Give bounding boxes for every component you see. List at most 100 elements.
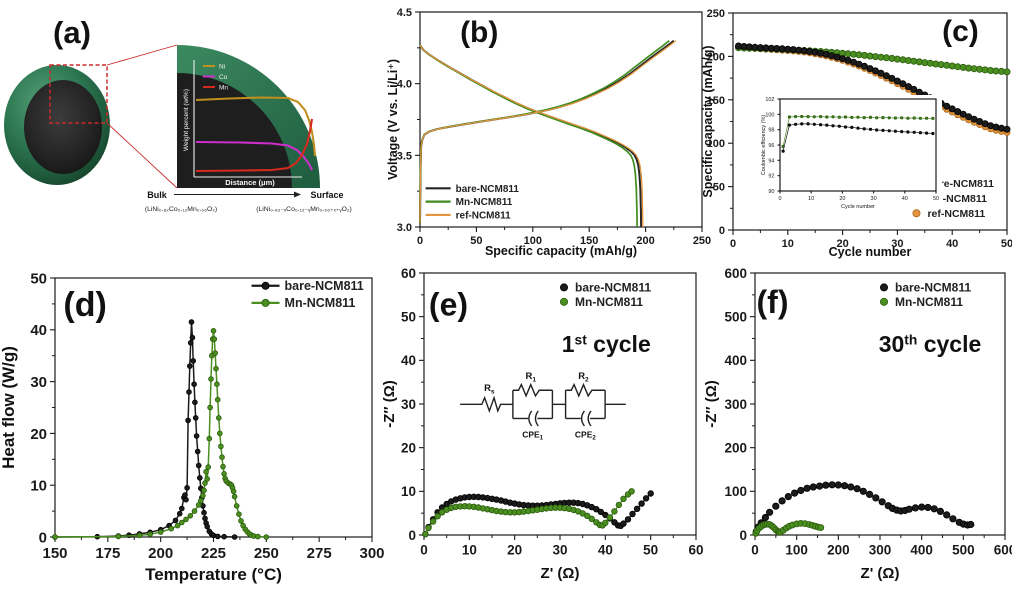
series-bare-NCM811 [734,42,1011,133]
circuit-r2-label: R2 [578,370,589,383]
svg-text:20: 20 [30,426,47,443]
panel-e-eis-first-cycle-chart: Rs R1 R2 CPE1 CPE2 0 10 20 30 40 50 60 0 10 20 30 4… [381,258,710,592]
svg-text:200: 200 [827,543,850,558]
circuit-r1-label: R1 [526,370,537,383]
panel-label-e: (e) [429,287,468,323]
svg-text:20: 20 [836,238,848,250]
series-Mn-NCM811 [422,488,635,538]
svg-text:60: 60 [401,266,416,281]
coulombic-efficiency-inset: 0 10 20 30 40 50 90 92 94 96 98 100 102 Cycle number C… [760,95,942,210]
chart-canvas-b: 0 50 100 150 200 250 3.0 3.5 4.0 4.5 Specific capa… [386,7,711,258]
xlabel-b: Specific capacity (mAh/g) [485,244,637,258]
bulk-formula: (LiNi₀.₈₂Co₀.₁₂Mn₀.₀₆O₂) [145,206,217,213]
panel-b-voltage-profile-chart: 0 50 100 150 200 250 3.0 3.5 4.0 4.5 Specific capa… [386,0,711,258]
svg-text:500: 500 [952,543,975,558]
svg-text:40: 40 [30,322,47,339]
svg-text:275: 275 [307,545,332,562]
circuit-rs-label: Rs [484,382,495,395]
svg-text:0: 0 [730,238,736,250]
svg-text:50: 50 [401,310,416,325]
svg-text:ref-NCM811: ref-NCM811 [456,210,511,221]
axes-c_inset: 0 10 20 30 40 50 90 92 94 96 98 100 102 [765,97,939,202]
chart-canvas-c_inset: 0 10 20 30 40 50 90 92 94 96 98 100 102 Cycle number C… [761,97,939,210]
svg-text:96: 96 [768,143,774,149]
circuit-wires [460,382,626,427]
svg-text:4.5: 4.5 [397,7,412,19]
svg-text:10: 10 [808,196,814,202]
svg-text:4.0: 4.0 [397,79,412,91]
svg-text:100: 100 [765,112,774,118]
svg-text:150: 150 [42,545,67,562]
svg-text:bare-NCM811: bare-NCM811 [285,279,364,293]
annotation-e-0: 1st cycle [562,331,651,357]
svg-text:200: 200 [636,235,654,247]
svg-text:600: 600 [724,266,747,281]
panel-label-b: (b) [460,16,498,49]
axes-e: 0 10 20 30 40 50 60 0 10 20 30 40 50 60 [401,266,704,558]
legend-d: bare-NCM811 Mn-NCM811 [251,279,364,310]
xlabel-c: Cycle number [829,245,912,259]
particle-core [24,80,102,174]
svg-text:100: 100 [707,138,725,150]
svg-text:30: 30 [401,397,416,412]
svg-text:50: 50 [30,270,47,287]
inset-ylabel: Weight percent (wt%) [183,89,190,151]
ni-profile-line [195,96,317,157]
svg-text:bare-NCM811: bare-NCM811 [895,281,971,295]
svg-text:Mn-NCM811: Mn-NCM811 [895,295,963,309]
series-unnamed [781,114,935,149]
legend-b: bare-NCM811 Mn-NCM811 ref-NCM811 [425,184,520,221]
svg-text:200: 200 [707,51,725,63]
series-bare-NCM811 [752,481,975,536]
panel-c-cycling-stability-chart: 0 10 20 30 40 50 90 92 94 96 98 100 102 Cycle number C… [701,0,1012,259]
svg-text:50: 50 [713,182,725,194]
svg-text:600: 600 [994,543,1012,558]
svg-text:92: 92 [768,174,774,180]
svg-text:10: 10 [462,543,477,558]
ylabel-e: -Z″ (Ω) [381,380,398,428]
chart-canvas-f: 0 100 200 300 400 500 600 0 100 200 300 400 500 600 Z'… [703,266,1012,582]
svg-text:40: 40 [946,238,958,250]
svg-text:bare-NCM811: bare-NCM811 [456,184,520,195]
svg-text:0: 0 [719,225,725,237]
panel-a-schematic: (a) Ni Co Mn Weight percent (wt%) Dis [0,0,395,258]
ylabel-c: Specific capacity (mAh/g) [701,45,715,197]
svg-text:150: 150 [580,235,598,247]
svg-text:3.5: 3.5 [397,150,412,162]
svg-text:250: 250 [254,545,279,562]
ylabel-c_inset: Coulombic efficiency (%) [761,115,767,176]
svg-text:60: 60 [688,543,703,558]
series-Mn-NCM811 [752,519,825,537]
series-Mn-NCM811 [52,328,270,540]
svg-text:200: 200 [148,545,173,562]
mn-legend-label: Mn [219,85,228,92]
svg-text:50: 50 [1001,238,1012,250]
axes-f: 0 100 200 300 400 500 600 0 100 200 300 400 500 600 [724,266,1012,558]
panel-label-f: (f) [757,284,789,320]
svg-text:ref-NCM811: ref-NCM811 [927,208,985,220]
svg-text:3.0: 3.0 [397,222,412,234]
svg-text:90: 90 [768,189,774,195]
svg-text:0: 0 [420,543,428,558]
svg-text:10: 10 [782,238,794,250]
ylabel-b: Voltage (V vs. Li/Li⁺) [386,59,400,180]
svg-text:0: 0 [408,528,416,543]
svg-text:0: 0 [417,235,423,247]
svg-text:175: 175 [95,545,120,562]
callout-line-top [106,44,178,66]
svg-text:0: 0 [39,529,47,546]
svg-text:98: 98 [768,128,774,134]
svg-text:50: 50 [643,543,658,558]
svg-text:10: 10 [30,478,47,495]
callout-line-bottom [106,122,178,189]
svg-text:bare-NCM811: bare-NCM811 [927,178,994,190]
svg-text:40: 40 [902,196,908,202]
svg-text:20: 20 [401,441,416,456]
svg-text:100: 100 [785,543,808,558]
svg-text:400: 400 [910,543,933,558]
svg-text:102: 102 [765,97,774,103]
svg-text:250: 250 [693,235,711,247]
svg-text:Mn-NCM811: Mn-NCM811 [285,296,356,310]
